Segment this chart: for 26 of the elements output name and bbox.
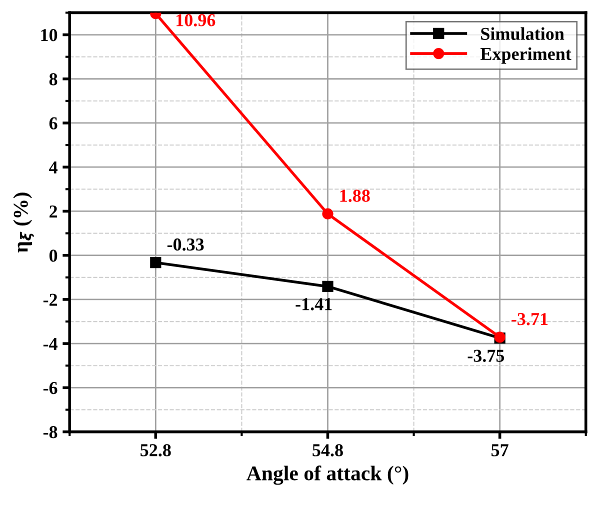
y-tick-label: -4 bbox=[43, 338, 58, 350]
point bbox=[322, 280, 334, 292]
y-tick-label: -6 bbox=[43, 382, 58, 394]
x-tick-label: 54.8 bbox=[312, 444, 343, 456]
point bbox=[322, 208, 334, 220]
y-tick-label: 8 bbox=[49, 73, 58, 86]
y-tick-label: -2 bbox=[43, 294, 58, 306]
point bbox=[150, 257, 162, 268]
data-label: 10.96 bbox=[176, 14, 216, 26]
data-label: -3.71 bbox=[512, 313, 548, 326]
data-label: -1.41 bbox=[296, 298, 332, 310]
y-tick-label: 6 bbox=[49, 117, 58, 130]
legend-label: Experiment bbox=[480, 47, 572, 64]
data-label: -0.33 bbox=[167, 238, 204, 251]
x-tick-label: 52.8 bbox=[140, 444, 171, 456]
y-tick-label: 10 bbox=[41, 29, 58, 42]
y-tick-label: 2 bbox=[50, 206, 58, 218]
y-tick-label: 4 bbox=[49, 161, 58, 174]
y-tick-label: 0 bbox=[49, 250, 58, 262]
data-label: 1.88 bbox=[340, 190, 370, 202]
legend-label: Simulation bbox=[481, 27, 564, 40]
x-axis-title: Angle of attack (°) bbox=[246, 466, 408, 485]
y-tick-label: -8 bbox=[43, 426, 58, 438]
data-label: -3.75 bbox=[468, 350, 504, 362]
x-tick-label: 57 bbox=[492, 444, 508, 456]
y-axis-title: η$_{ξ}$ (%) bbox=[13, 192, 34, 253]
